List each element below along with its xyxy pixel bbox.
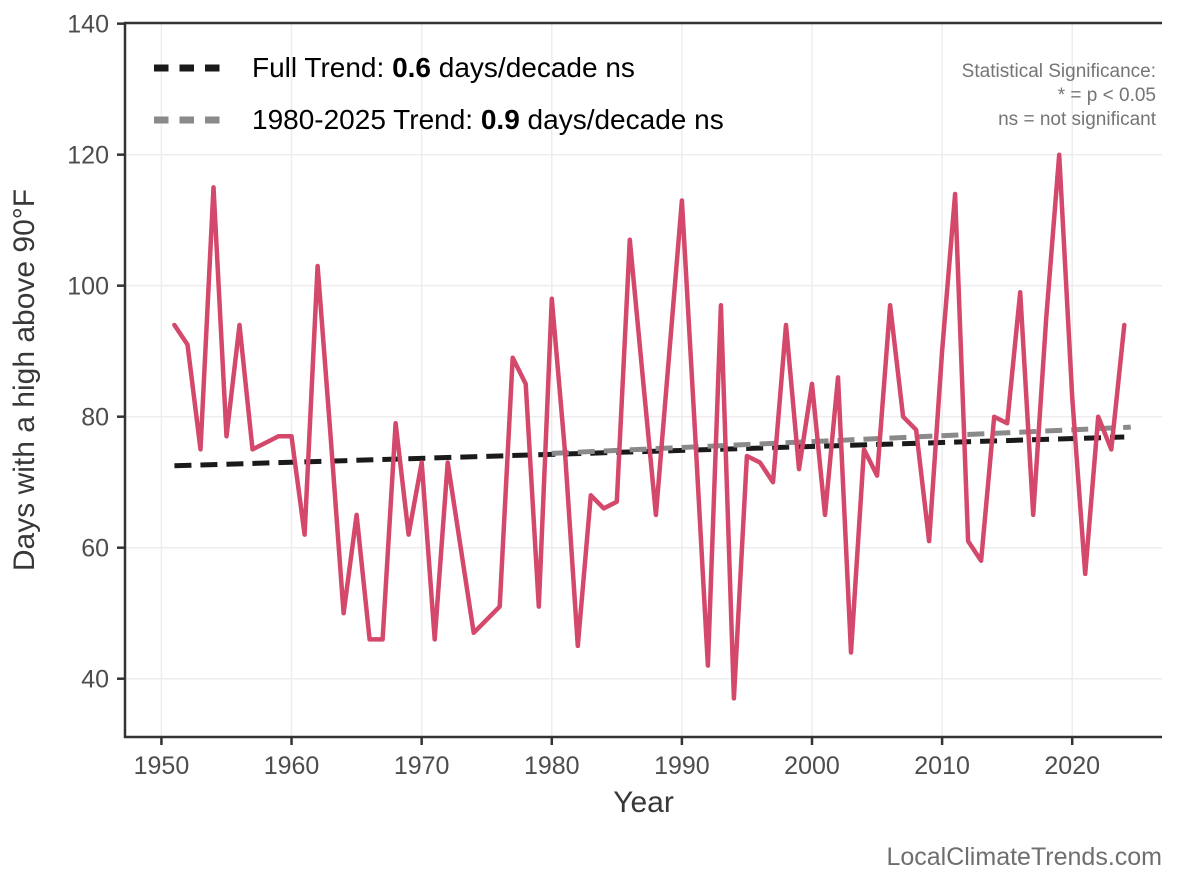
- significance-note-line1: Statistical Significance:: [961, 61, 1156, 82]
- y-tick-label: 40: [81, 666, 109, 694]
- data-line: [172, 152, 1127, 701]
- trend-legend: Full Trend: 0.6 days/decade ns 1980-2025…: [152, 42, 724, 146]
- x-tick-label: 2010: [914, 752, 970, 780]
- x-axis-title: Year: [613, 786, 674, 819]
- x-tick-label: 1990: [654, 752, 710, 780]
- y-tick-label: 60: [81, 535, 109, 563]
- y-tick-label: 80: [81, 404, 109, 432]
- significance-note-line3: ns = not significant: [998, 109, 1156, 130]
- legend-item-full-trend: Full Trend: 0.6 days/decade ns: [152, 42, 724, 94]
- y-tick-label: 100: [67, 273, 109, 301]
- y-tick-label: 120: [67, 142, 109, 170]
- full-trend-dash-icon: [154, 64, 224, 72]
- significance-note: Statistical Significance: * = p < 0.05 n…: [962, 60, 1156, 132]
- y-axis-title: Days with a high above 90°F: [8, 189, 41, 571]
- y-tick-label: 140: [67, 11, 109, 39]
- recent-trend-dash-icon: [154, 116, 224, 124]
- x-tick-label: 1950: [134, 752, 190, 780]
- x-tick-label: 2000: [784, 752, 840, 780]
- x-tick-label: 1980: [524, 752, 580, 780]
- x-tick-label: 1970: [394, 752, 450, 780]
- x-tick-label: 1960: [264, 752, 320, 780]
- x-tick-label: 2020: [1044, 752, 1100, 780]
- legend-label-full-trend: Full Trend: 0.6 days/decade ns: [252, 52, 635, 83]
- legend-item-recent-trend: 1980-2025 Trend: 0.9 days/decade ns: [152, 94, 724, 146]
- legend-label-recent-trend: 1980-2025 Trend: 0.9 days/decade ns: [252, 104, 724, 135]
- watermark: LocalClimateTrends.com: [886, 843, 1162, 871]
- significance-note-line2: * = p < 0.05: [1057, 85, 1156, 106]
